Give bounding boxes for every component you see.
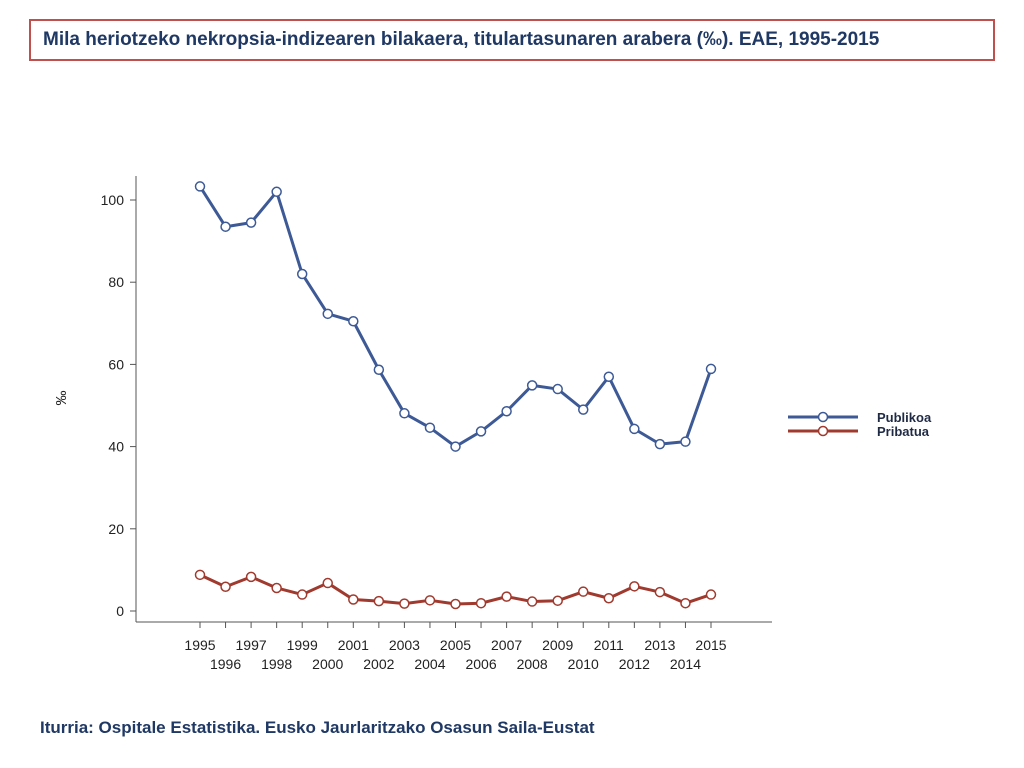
data-point — [245, 217, 257, 228]
data-point — [296, 268, 308, 280]
data-point — [654, 438, 666, 450]
data-point — [501, 591, 512, 602]
data-point — [603, 593, 615, 604]
x-tick-label: 2003 — [389, 637, 420, 653]
legend-swatch-marker — [817, 425, 829, 437]
data-point — [603, 371, 615, 382]
data-point — [680, 436, 691, 447]
x-tick-label: 2013 — [644, 637, 675, 653]
legend-item-pribatua: Pribatua — [788, 424, 930, 439]
data-point — [424, 422, 436, 433]
data-point — [501, 406, 512, 417]
y-axis-label: ‰ — [53, 391, 70, 406]
x-tick-label: 1995 — [184, 637, 215, 653]
x-tick-label: 2012 — [619, 656, 650, 672]
x-tick-label: 2008 — [517, 656, 548, 672]
chart-lines — [194, 181, 717, 610]
data-point — [629, 581, 640, 592]
x-tick-label: 2010 — [568, 656, 599, 672]
x-tick-label: 1998 — [261, 656, 292, 672]
data-point — [348, 315, 359, 327]
data-point — [322, 577, 333, 589]
series-line — [198, 185, 713, 449]
data-point — [450, 598, 461, 610]
legend-label: Publikoa — [877, 410, 932, 425]
series-publikoa — [194, 181, 717, 452]
data-point — [322, 308, 333, 320]
chart-title: Mila heriotzeko nekropsia-indizearen bil… — [43, 29, 880, 50]
x-tick-label: 2009 — [542, 637, 573, 653]
data-point — [194, 181, 206, 192]
data-point — [399, 598, 410, 609]
data-point — [220, 581, 231, 593]
data-point — [424, 595, 436, 606]
data-point — [245, 571, 257, 583]
data-point — [271, 186, 282, 198]
chart-title-box: Mila heriotzeko nekropsia-indizearen bil… — [29, 19, 995, 61]
data-point — [296, 589, 308, 600]
x-tick-label: 2002 — [363, 656, 394, 672]
legend-item-publikoa: Publikoa — [788, 410, 932, 425]
data-point — [578, 586, 589, 597]
data-point — [629, 423, 640, 435]
chart-axes: 0 20 40 60 80 100 ‰ 1995 1996 1997 1998 1999 2000 200… — [53, 176, 772, 672]
data-point — [475, 597, 487, 609]
y-tick-label: 40 — [108, 439, 124, 455]
data-point — [705, 363, 717, 375]
data-point — [552, 383, 563, 395]
x-tick-label: 1999 — [287, 637, 318, 653]
x-tick-label: 2014 — [670, 656, 701, 672]
x-tick-label: 2005 — [440, 637, 471, 653]
x-tick-label: 2000 — [312, 656, 343, 672]
x-tick-label: 1997 — [236, 637, 267, 653]
legend-swatch-marker — [817, 411, 829, 423]
y-tick-label: 80 — [108, 274, 124, 290]
data-point — [475, 426, 487, 437]
x-tick-label: 2007 — [491, 637, 522, 653]
series-pribatua — [194, 569, 717, 610]
x-tick-label: 2006 — [465, 656, 496, 672]
data-point — [220, 221, 231, 232]
data-point — [450, 441, 461, 452]
x-tick-label: 2011 — [594, 637, 624, 653]
data-point — [578, 404, 589, 415]
data-point — [526, 596, 538, 607]
data-point — [526, 380, 538, 391]
data-point — [373, 595, 385, 607]
data-point — [399, 408, 410, 419]
data-point — [373, 364, 385, 375]
x-tick-label: 2015 — [695, 637, 726, 653]
data-point — [271, 582, 282, 594]
data-point — [705, 589, 717, 600]
legend-label: Pribatua — [877, 424, 930, 439]
x-tick-label: 2004 — [414, 656, 445, 672]
data-point — [552, 595, 563, 606]
data-point — [194, 569, 206, 581]
data-point — [348, 594, 359, 605]
x-tick-label: 2001 — [338, 637, 369, 653]
data-point — [654, 586, 666, 598]
data-point — [680, 597, 691, 609]
x-tick-label: 1996 — [210, 656, 241, 672]
y-tick-label: 0 — [116, 603, 124, 619]
y-tick-label: 60 — [108, 356, 124, 372]
source-note: Iturria: Ospitale Estatistika. Eusko Jau… — [40, 718, 595, 737]
y-tick-label: 20 — [108, 521, 124, 537]
y-tick-label: 100 — [101, 192, 125, 208]
